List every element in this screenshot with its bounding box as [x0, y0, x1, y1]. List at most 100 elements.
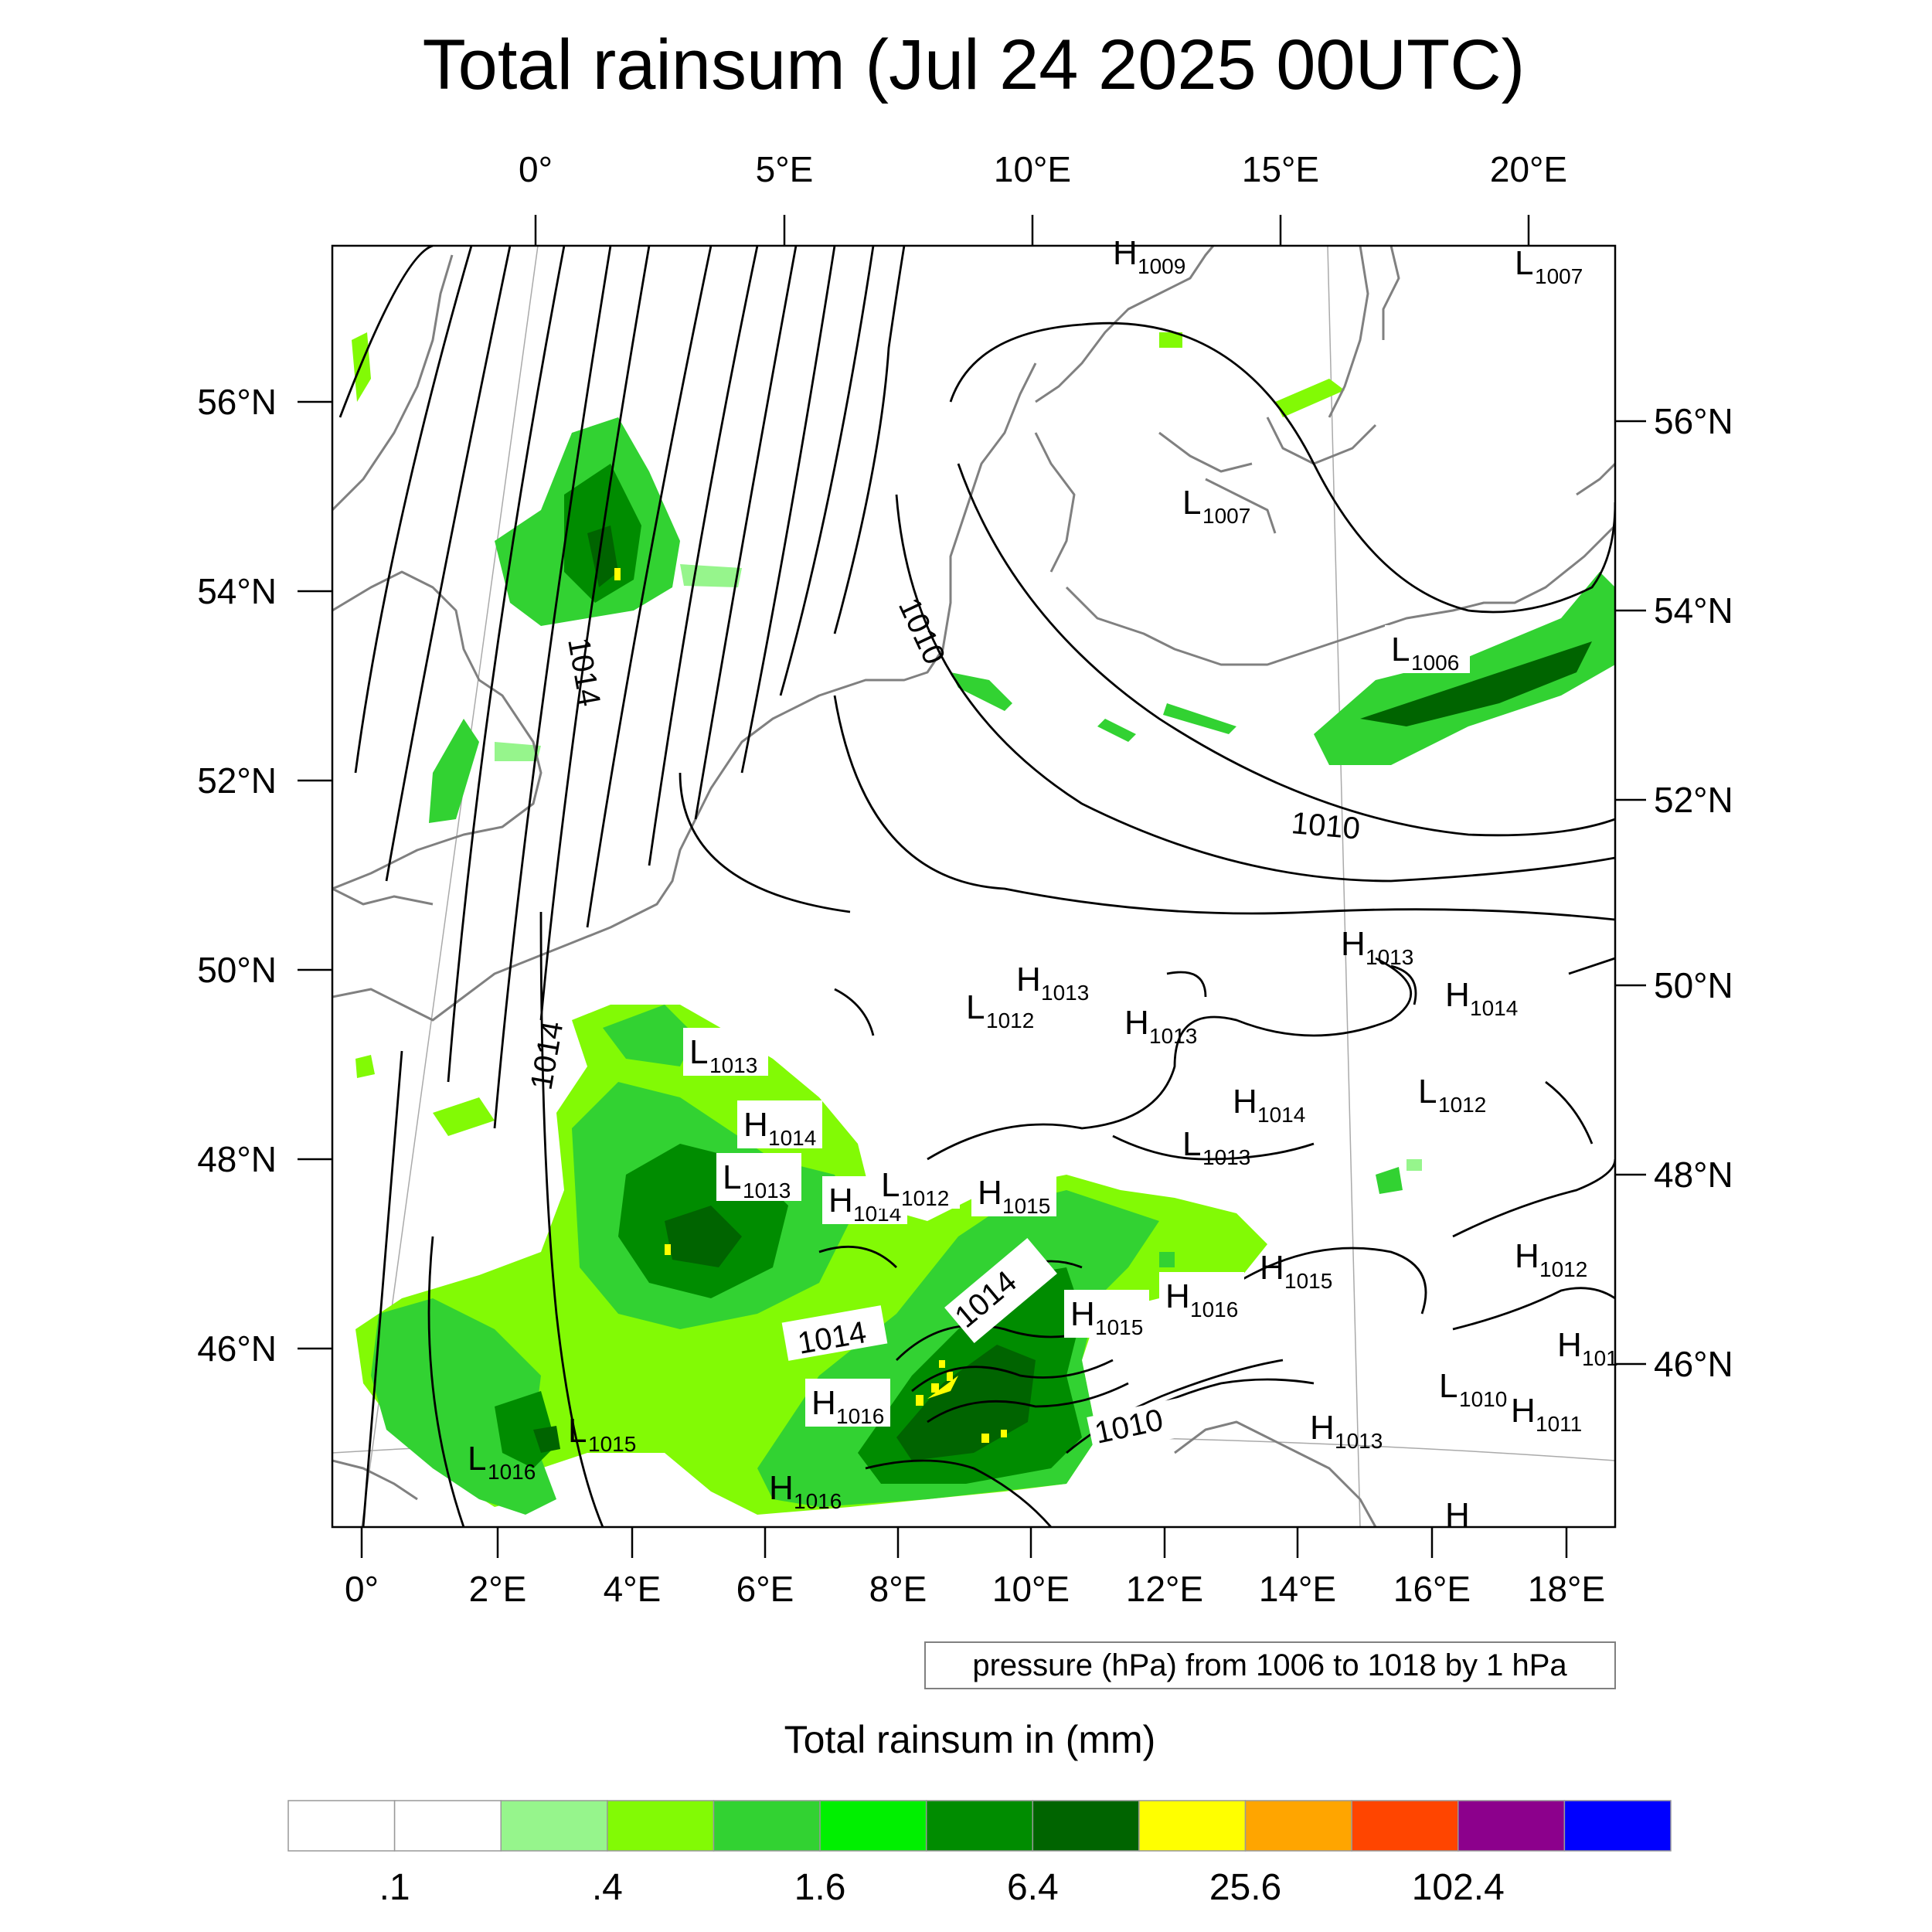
colorbar-swatch: [713, 1800, 821, 1852]
colorbar-swatch: [500, 1800, 608, 1852]
pressure-center-value: 1013: [1335, 1429, 1383, 1453]
colorbar-swatch: [1351, 1800, 1459, 1852]
bottom-longitude-labels: 0° 2°E 4°E 6°E 8°E 10°E 12°E 14°E 16°E 1…: [345, 1569, 1605, 1609]
pressure-center-letter: L: [881, 1166, 900, 1204]
axis-ticks: [298, 215, 1646, 1558]
high-pressure-center: H 1012: [1515, 1237, 1587, 1281]
pressure-center-letter: H: [1445, 976, 1470, 1014]
left-lat-label: 50°N: [197, 950, 277, 990]
high-pressure-center: H 1011: [1511, 1392, 1582, 1436]
pressure-center-value: 1013: [1202, 1145, 1250, 1169]
high-pressure-center: H 1015: [1260, 1249, 1332, 1293]
right-lat-label: 56°N: [1654, 401, 1733, 441]
rain-area-southwest: [371, 1298, 556, 1515]
colorbar-swatch: [819, 1800, 927, 1852]
low-pressure-center: L 1013: [716, 1153, 801, 1202]
high-pressure-center: H 1014: [1445, 976, 1518, 1020]
colorbar-tick-label: 102.4: [1412, 1867, 1505, 1908]
pressure-center-value: 1012: [901, 1186, 949, 1210]
pressure-center-value: 1013: [1366, 945, 1413, 969]
colorbar-swatch: [393, 1800, 502, 1852]
bottom-lon-label: 2°E: [469, 1569, 527, 1609]
bottom-lon-label: 12°E: [1126, 1569, 1203, 1609]
pressure-center-value: 1012: [986, 1009, 1034, 1032]
colorbar-swatch: [607, 1800, 715, 1852]
right-latitude-labels: 56°N 54°N 52°N 50°N 48°N 46°N: [1654, 401, 1733, 1384]
colorbar: Total rainsum in (mm) .1 .4 1.6 6.4 25.6 102.…: [287, 1718, 1672, 1908]
colorbar-tick-label: 1.6: [794, 1867, 846, 1908]
low-pressure-center: L 1012: [875, 1161, 960, 1210]
high-pressure-center: H 1013: [1016, 961, 1089, 1005]
high-pressure-center: H 1013: [1341, 925, 1413, 969]
top-longitude-labels: 0° 5°E 10°E 15°E 20°E: [519, 149, 1567, 189]
pressure-center-value: 1015: [588, 1432, 636, 1456]
pressure-center-value: 1013: [743, 1179, 791, 1202]
bottom-lon-label: 18°E: [1528, 1569, 1605, 1609]
pressure-center-letter: H: [1445, 1496, 1470, 1534]
top-lon-label: 20°E: [1490, 149, 1567, 189]
high-pressure-center: H 1016: [805, 1379, 890, 1428]
left-lat-label: 56°N: [197, 382, 277, 422]
colorbar-swatch: [287, 1800, 396, 1852]
high-pressure-center: H 1014: [1233, 1083, 1305, 1127]
map-frame: [331, 244, 1617, 1529]
pressure-center-letter: L: [1182, 484, 1201, 522]
pressure-center-letter: L: [1439, 1367, 1458, 1405]
pressure-center-value: 1012: [1539, 1257, 1587, 1281]
low-pressure-center: L 1013: [683, 1028, 768, 1077]
high-pressure-center: H 1013: [1310, 1409, 1383, 1453]
colorbar-swatch: [1458, 1800, 1566, 1852]
colorbar-swatch: [1032, 1800, 1140, 1852]
pressure-center-letter: L: [568, 1412, 587, 1450]
bottom-lon-label: 10°E: [992, 1569, 1070, 1609]
pressure-center-value: 1007: [1535, 264, 1583, 288]
colorbar-title: Total rainsum in (mm): [784, 1718, 1156, 1761]
pressure-center-letter: L: [689, 1033, 708, 1071]
colorbar-tick-label: 6.4: [1007, 1867, 1059, 1908]
pressure-center-value: 1015: [1002, 1194, 1050, 1218]
right-lat-label: 46°N: [1654, 1344, 1733, 1384]
colorbar-swatch: [1138, 1800, 1247, 1852]
pressure-center-value: 1011: [1536, 1412, 1582, 1436]
pressure-center-value: 1016: [488, 1460, 536, 1484]
pressure-center-value: 1016: [1190, 1298, 1238, 1321]
pressure-center-letter: H: [1260, 1249, 1284, 1287]
top-lon-label: 10°E: [994, 149, 1071, 189]
pressure-center-value: 1015: [1284, 1269, 1332, 1293]
pressure-center-value: 1014: [768, 1126, 816, 1150]
pressure-center-letter: H: [1511, 1392, 1536, 1430]
pressure-center-value: 101: [1582, 1346, 1618, 1370]
pressure-center-letter: H: [1124, 1004, 1149, 1042]
map-title: Total rainsum (Jul 24 2025 00UTC): [423, 26, 1526, 104]
high-pressure-center: H 1015: [971, 1168, 1056, 1218]
high-pressure-center: H 1013: [1124, 1004, 1197, 1048]
pressure-center-value: 1013: [709, 1053, 757, 1077]
pressure-center-letter: H: [1070, 1295, 1095, 1333]
colorbar-tick-label: 25.6: [1209, 1867, 1281, 1908]
high-pressure-center: H 1016: [769, 1469, 842, 1513]
precipitation-field: [352, 332, 1615, 1515]
pressure-center-letter: L: [966, 988, 985, 1026]
pressure-center-letter: L: [1182, 1125, 1201, 1163]
top-lon-label: 15°E: [1242, 149, 1319, 189]
pressure-center-value: 1007: [1202, 504, 1250, 528]
pressure-center-letter: H: [1515, 1237, 1539, 1275]
bottom-lon-label: 16°E: [1393, 1569, 1471, 1609]
left-lat-label: 54°N: [197, 571, 277, 611]
pressure-center-value: 1013: [1041, 981, 1089, 1005]
low-pressure-center: L 1007: [1182, 484, 1250, 528]
colorbar-tick-labels: .1 .4 1.6 6.4 25.6 102.4: [379, 1867, 1505, 1908]
pressure-center-value: 1010: [1459, 1387, 1507, 1411]
low-pressure-center: L 1010: [1439, 1367, 1507, 1411]
high-pressure-center: H 1009: [1113, 234, 1185, 278]
contour-label: 1010: [1290, 806, 1361, 846]
bottom-lon-label: 4°E: [604, 1569, 662, 1609]
rain-area-poland-core: [1360, 641, 1592, 726]
top-lon-label: 5°E: [756, 149, 814, 189]
pressure-center-value: 1014: [1257, 1103, 1305, 1127]
left-lat-label: 52°N: [197, 760, 277, 801]
low-pressure-center: L 1015: [568, 1412, 636, 1456]
pressure-center-value: 1012: [1438, 1093, 1486, 1117]
colorbar-swatch: [1563, 1800, 1672, 1852]
